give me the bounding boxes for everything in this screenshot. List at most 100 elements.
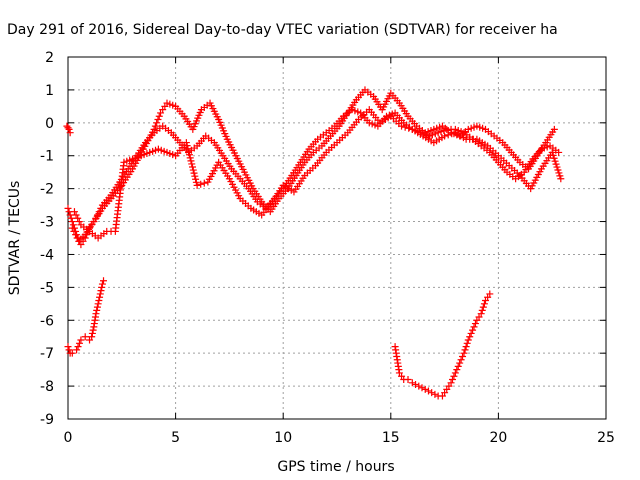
data-point <box>371 121 379 129</box>
data-point <box>120 162 128 170</box>
data-point <box>412 380 420 388</box>
data-point <box>193 181 201 189</box>
data-point <box>552 146 560 154</box>
data-point <box>164 126 172 134</box>
data-point <box>462 343 470 351</box>
data-point <box>89 326 97 334</box>
data-point <box>418 126 426 134</box>
data-point <box>192 175 200 183</box>
data-point <box>88 333 96 341</box>
data-point <box>421 385 429 393</box>
data-point <box>100 230 108 238</box>
data-point <box>73 346 81 354</box>
x-tick-label: 10 <box>274 430 292 446</box>
data-point <box>453 366 461 374</box>
data-point <box>418 384 426 392</box>
data-point <box>70 227 78 235</box>
data-point <box>154 116 162 124</box>
data-point <box>187 157 195 165</box>
data-point <box>189 163 197 171</box>
data-point <box>484 293 492 301</box>
data-point <box>185 151 193 159</box>
grid-lines <box>68 57 606 419</box>
data-point <box>471 320 479 328</box>
data-point <box>427 126 435 134</box>
y-tick-label: -6 <box>40 313 54 329</box>
data-point <box>333 125 341 133</box>
data-point <box>79 233 87 241</box>
data-point <box>169 151 177 159</box>
data-point <box>196 108 204 116</box>
data-point <box>540 141 548 149</box>
data-point <box>431 130 439 138</box>
data-point <box>461 346 469 354</box>
data-point <box>487 130 495 138</box>
data-point <box>451 369 459 377</box>
data-point <box>81 333 89 341</box>
data-point <box>374 116 382 124</box>
data-point <box>65 346 73 354</box>
data-point <box>169 101 177 109</box>
data-point <box>324 134 332 142</box>
data-point <box>207 136 215 144</box>
data-point <box>480 300 488 308</box>
data-point <box>248 182 256 190</box>
data-point <box>393 97 401 105</box>
y-tick-label: -8 <box>40 379 54 395</box>
data-point <box>69 221 77 229</box>
data-point <box>64 343 72 351</box>
data-point <box>514 156 522 164</box>
data-point <box>457 356 465 364</box>
x-tick-label: 25 <box>597 430 615 446</box>
data-point <box>501 166 509 174</box>
y-tick-label: -4 <box>40 247 54 263</box>
data-point <box>235 192 243 200</box>
data-point <box>93 306 101 314</box>
data-point <box>299 174 307 182</box>
data-point <box>315 144 323 152</box>
y-tick-label: -9 <box>40 412 54 428</box>
data-point <box>189 166 197 174</box>
data-point <box>64 204 72 212</box>
data-point <box>450 372 458 380</box>
x-tick-label: 5 <box>171 430 180 446</box>
data-point <box>160 147 168 155</box>
data-point <box>287 186 295 194</box>
data-point <box>75 218 83 226</box>
data-point <box>461 128 469 136</box>
data-point <box>351 98 359 106</box>
data-point <box>444 131 452 139</box>
data-point <box>408 379 416 387</box>
x-tick-label: 0 <box>64 430 73 446</box>
data-point <box>311 138 319 146</box>
data-point <box>505 146 513 154</box>
data-point <box>96 293 104 301</box>
data-point <box>549 128 557 136</box>
data-point <box>363 116 371 124</box>
data-point <box>415 382 423 390</box>
data-point <box>94 300 102 308</box>
data-point <box>74 343 82 351</box>
x-axis-label: GPS time / hours <box>277 459 394 475</box>
data-point <box>467 329 475 337</box>
data-point <box>441 389 449 397</box>
data-point <box>66 211 74 219</box>
data-point <box>464 336 472 344</box>
data-point <box>469 135 477 143</box>
data-point <box>438 134 446 142</box>
data-point <box>226 162 234 170</box>
data-point <box>217 149 225 157</box>
data-point <box>459 134 467 142</box>
data-point <box>255 209 263 217</box>
data-point <box>342 112 350 120</box>
data-point <box>72 211 80 219</box>
data-point <box>230 149 238 157</box>
data-point <box>91 313 99 321</box>
data-point <box>431 390 439 398</box>
data-point <box>531 154 539 162</box>
data-point <box>460 349 468 357</box>
data-point <box>100 277 108 285</box>
data-point <box>445 382 453 390</box>
data-point <box>466 333 474 341</box>
series-2 <box>70 106 565 242</box>
